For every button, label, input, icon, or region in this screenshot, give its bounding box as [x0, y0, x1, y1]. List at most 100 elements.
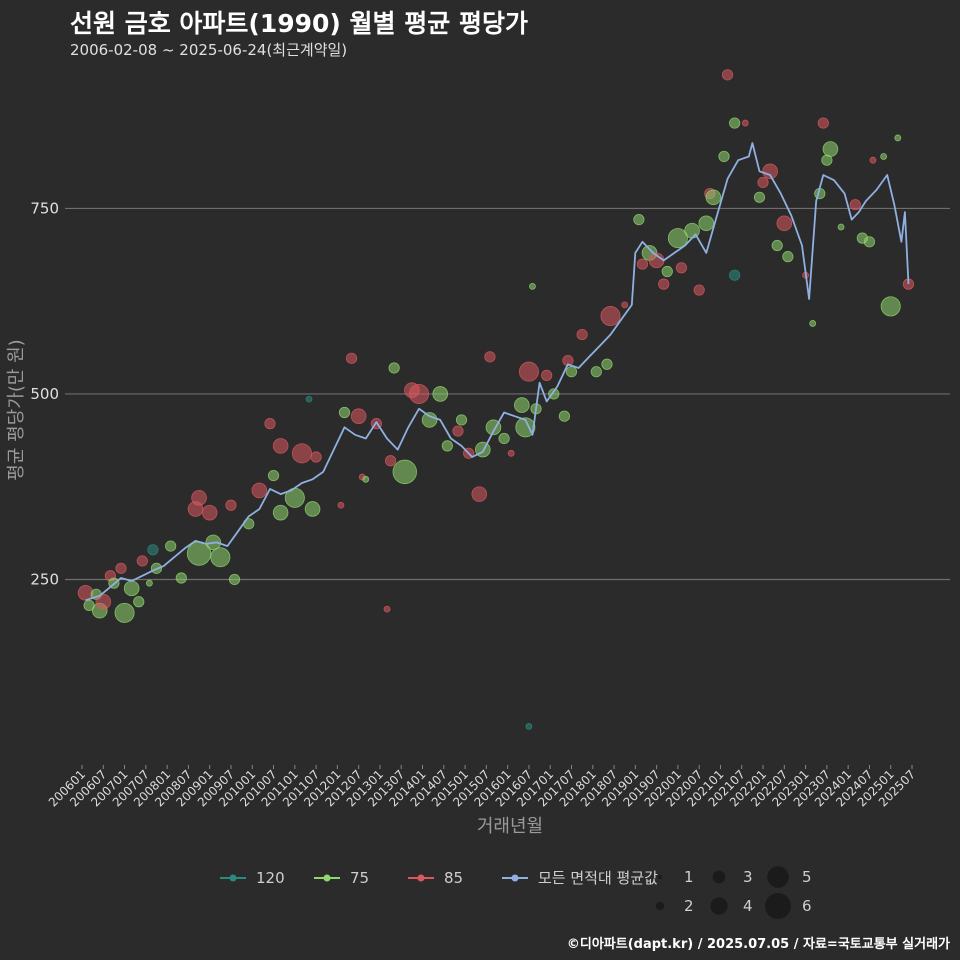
point-85-48	[408, 383, 429, 404]
point-75-92	[729, 117, 741, 129]
size-legend-label-5: 5	[802, 868, 812, 886]
point-75-51	[441, 440, 453, 452]
point-75-69	[558, 410, 570, 422]
point-85-26	[251, 482, 268, 499]
point-85-18	[191, 490, 207, 506]
size-legend-dot-1	[658, 875, 662, 879]
point-75-112	[880, 153, 888, 160]
point-85-96	[757, 176, 769, 189]
y-tick-750: 750	[30, 199, 59, 217]
point-75-89	[705, 189, 722, 206]
point-75-33	[304, 501, 321, 517]
point-85-45	[384, 455, 397, 467]
legend-dot-120	[229, 874, 237, 882]
point-85-111	[869, 156, 877, 164]
point-75-46	[392, 459, 417, 485]
point-75-107	[837, 223, 845, 231]
point-85-11	[136, 555, 148, 567]
point-75-9	[123, 580, 140, 597]
point-120-93	[729, 269, 741, 281]
point-75-10	[133, 596, 145, 608]
point-85-75	[600, 306, 621, 327]
point-75-41	[362, 475, 370, 483]
point-85-94	[741, 119, 749, 127]
point-85-39	[350, 408, 367, 425]
y-tick-500: 500	[30, 385, 59, 403]
legend-label-85: 85	[444, 869, 463, 887]
point-75-8	[114, 602, 135, 623]
average-line-group	[85, 142, 910, 602]
size-legend-label-2: 2	[684, 897, 694, 915]
point-75-71	[565, 366, 578, 378]
point-75-83	[667, 228, 688, 249]
legend: 120 75 85 모든 면적대 평균값 1 2 3 4 5 6	[220, 866, 812, 919]
point-75-114	[894, 134, 902, 142]
point-75-53	[455, 414, 468, 426]
point-85-7	[115, 562, 127, 574]
point-75-87	[698, 215, 715, 232]
point-75-28	[267, 469, 280, 482]
point-85-76	[621, 301, 629, 309]
scatter-points	[77, 69, 915, 730]
point-75-73	[590, 366, 602, 378]
point-75-106	[822, 141, 839, 157]
point-85-60	[507, 449, 515, 457]
point-75-95	[753, 191, 766, 203]
size-legend-dot-4	[710, 897, 728, 915]
point-75-50	[432, 386, 449, 402]
point-75-98	[771, 239, 783, 252]
point-85-32	[291, 443, 312, 464]
point-75-15	[165, 540, 177, 552]
size-legend-label-1: 1	[684, 868, 694, 886]
point-75-29	[272, 504, 289, 521]
legend-dot-75	[323, 874, 331, 882]
point-85-97	[762, 163, 778, 180]
point-85-104	[817, 117, 829, 129]
point-85-63	[518, 361, 539, 382]
point-120-35	[305, 395, 313, 403]
point-85-99	[776, 215, 793, 232]
point-75-82	[661, 265, 673, 278]
x-axis-label: 거래년월	[477, 816, 543, 837]
point-75-113	[880, 296, 901, 317]
size-legend-label-3: 3	[743, 868, 753, 886]
size-legend-dot-6	[765, 893, 791, 919]
point-85-55	[471, 486, 488, 502]
point-75-44	[388, 362, 400, 374]
grid-lines	[65, 207, 950, 581]
point-75-22	[210, 547, 231, 568]
point-85-43	[383, 605, 391, 613]
point-85-36	[337, 501, 345, 509]
point-75-59	[498, 432, 510, 445]
point-85-4	[95, 593, 112, 610]
size-legend-label-4: 4	[743, 897, 753, 915]
point-75-77	[633, 213, 645, 226]
point-75-62	[515, 417, 536, 438]
point-75-110	[863, 236, 876, 248]
point-75-61	[514, 397, 530, 413]
size-legend-dot-3	[712, 870, 726, 884]
chart-title: 선원 금호 아파트(1990) 월별 평균 평당가	[70, 9, 528, 38]
point-85-86	[693, 284, 705, 296]
size-legend-dot-5	[767, 866, 789, 888]
legend-label-75: 75	[350, 869, 369, 887]
point-120-64	[525, 723, 533, 730]
point-85-58	[484, 351, 496, 363]
point-75-49	[421, 412, 438, 428]
legend-dot-85	[417, 874, 425, 882]
point-75-74	[601, 358, 613, 370]
point-75-102	[809, 320, 817, 327]
x-tick-labels: 2006012006072007012007072008012008072009…	[46, 765, 918, 810]
y-tick-labels: 250 500 750	[30, 199, 59, 588]
point-85-84	[675, 262, 688, 274]
point-85-81	[658, 278, 670, 290]
legend-dot-avg	[511, 874, 519, 882]
y-axis-label: 평균 평당가(만 원)	[6, 339, 27, 480]
point-75-37	[338, 406, 351, 419]
point-75-24	[228, 573, 241, 586]
credit-text: ©디아파트(dapt.kr) / 2025.07.05 / 자료=국토교통부 실…	[566, 937, 950, 952]
point-85-38	[345, 352, 358, 364]
point-120-12	[147, 544, 159, 556]
point-85-52	[452, 425, 464, 437]
